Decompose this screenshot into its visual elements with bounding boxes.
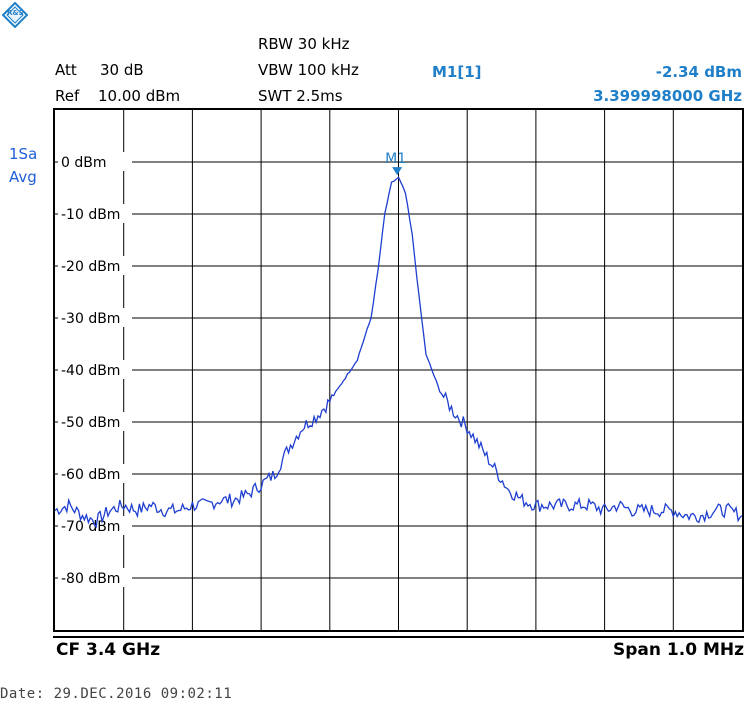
marker-triangle-icon bbox=[392, 167, 403, 176]
att-label: Att bbox=[55, 61, 77, 79]
footer-bar: CF 3.4 GHz Span 1.0 MHz bbox=[53, 636, 744, 660]
capture-date: Date: 29.DEC.2016 09:02:11 bbox=[0, 686, 233, 702]
rs-logo: R&S bbox=[1, 1, 29, 29]
spectrum-plot: 0 dBm -10 dBm -20 dBm -30 dBm -40 dBm -50 dBm… bbox=[53, 108, 744, 632]
trace-info-line1: 1Sa bbox=[9, 145, 38, 163]
att-value: 30 dB bbox=[100, 61, 144, 79]
frequency-span: Span 1.0 MHz bbox=[613, 640, 744, 660]
swt-setting: SWT 2.5ms bbox=[258, 87, 343, 105]
tick-label-background bbox=[58, 308, 132, 327]
vbw-setting: VBW 100 kHz bbox=[258, 61, 359, 79]
y-tick-label: -40 dBm bbox=[61, 363, 120, 379]
rs-logo-text: R&S bbox=[7, 9, 24, 17]
marker-name: M1[1] bbox=[432, 63, 482, 81]
ref-label: Ref bbox=[55, 87, 80, 105]
tick-label-background bbox=[58, 152, 132, 171]
y-tick-label: -80 dBm bbox=[61, 571, 120, 587]
y-tick-label: -20 dBm bbox=[61, 259, 120, 275]
rs-logo-icon bbox=[1, 1, 29, 29]
y-tick-label: -70 dBm bbox=[61, 519, 120, 535]
rbw-setting: RBW 30 kHz bbox=[258, 35, 350, 53]
tick-label-background bbox=[58, 360, 132, 379]
marker-frequency: 3.399998000 GHz bbox=[593, 87, 742, 105]
tick-label-background bbox=[58, 464, 132, 483]
y-tick-label: -30 dBm bbox=[61, 311, 120, 327]
y-tick-label: 0 dBm bbox=[61, 155, 107, 171]
spectrum-chart: 0 dBm -10 dBm -20 dBm -30 dBm -40 dBm -50 dBm… bbox=[55, 110, 742, 630]
tick-label-background bbox=[58, 204, 132, 223]
marker-label: M1 bbox=[385, 151, 406, 167]
center-frequency: CF 3.4 GHz bbox=[56, 640, 161, 660]
y-tick-label: -60 dBm bbox=[61, 467, 120, 483]
y-tick-label: -10 dBm bbox=[61, 207, 120, 223]
tick-label-background bbox=[58, 568, 132, 587]
spectrum-trace bbox=[55, 176, 742, 529]
tick-label-background bbox=[58, 256, 132, 275]
trace-info-line2: Avg bbox=[9, 168, 37, 186]
ref-value: 10.00 dBm bbox=[98, 87, 181, 105]
tick-label-background bbox=[58, 412, 132, 431]
marker-level: -2.34 dBm bbox=[655, 63, 742, 81]
y-tick-label: -50 dBm bbox=[61, 415, 120, 431]
